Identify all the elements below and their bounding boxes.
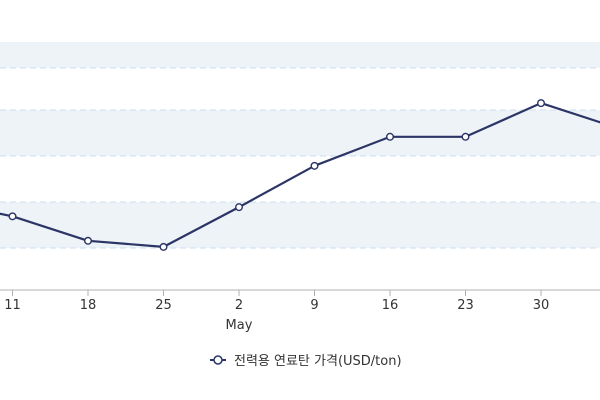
x-tick-label: 18 <box>80 298 97 313</box>
x-tick-label: 11 <box>4 298 21 313</box>
x-tick-label: 2 <box>235 298 243 313</box>
legend[interactable]: 전력용 연료탄 가격(USD/ton) <box>210 354 402 369</box>
data-point[interactable] <box>386 132 395 141</box>
background-band <box>0 42 600 68</box>
x-tick-label: 25 <box>155 298 172 313</box>
x-tick-label: 23 <box>457 298 474 313</box>
legend-label: 전력용 연료탄 가격(USD/ton) <box>234 354 402 369</box>
x-tick-label: 16 <box>382 298 399 313</box>
x-tick-label: 9 <box>310 298 318 313</box>
legend-marker-icon <box>213 355 223 365</box>
series-line <box>0 102 600 248</box>
data-point[interactable] <box>8 212 17 221</box>
x-tick-label: 30 <box>533 298 550 313</box>
data-point[interactable] <box>310 161 319 170</box>
background-band <box>0 110 600 156</box>
background-band <box>0 202 600 248</box>
data-point[interactable] <box>537 99 546 108</box>
data-point[interactable] <box>159 242 168 251</box>
plot-background-bands <box>0 42 600 248</box>
x-tick-marks <box>12 290 542 296</box>
series-markers <box>8 99 546 251</box>
data-point[interactable] <box>83 236 92 245</box>
data-point[interactable] <box>461 132 470 141</box>
gridlines <box>0 67 600 249</box>
x-tick-labels: 11 18 25 2 9 16 23 30 <box>4 298 549 313</box>
x-month-label: May <box>226 318 253 333</box>
data-point[interactable] <box>234 203 243 212</box>
